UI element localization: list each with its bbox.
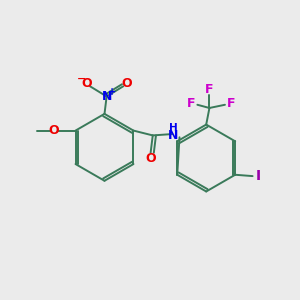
Text: +: +: [109, 87, 117, 97]
Text: N: N: [101, 90, 112, 103]
Text: F: F: [226, 97, 235, 110]
Text: F: F: [205, 83, 214, 96]
Text: O: O: [146, 152, 157, 165]
Text: −: −: [77, 74, 86, 84]
Text: F: F: [187, 97, 196, 110]
Text: H: H: [169, 123, 178, 133]
Text: I: I: [256, 169, 261, 183]
Text: O: O: [82, 76, 92, 90]
Text: O: O: [121, 77, 132, 90]
Text: N: N: [168, 129, 178, 142]
Text: O: O: [48, 124, 58, 137]
